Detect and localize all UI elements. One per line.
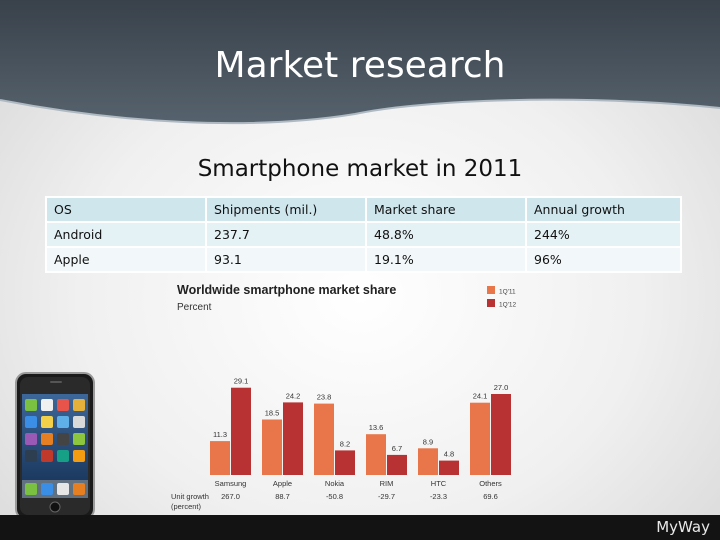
brand-logo: MyWay xyxy=(656,518,710,536)
chart-bar xyxy=(231,387,251,475)
unit-growth-value: 69.6 xyxy=(483,492,498,501)
table-cell: Apple xyxy=(45,246,207,273)
unit-growth-value: -50.8 xyxy=(326,492,343,501)
table-row: Apple 93.1 19.1% 96% xyxy=(45,246,682,273)
chart-bar xyxy=(418,448,438,475)
smartphone-icon xyxy=(15,372,95,520)
category-label: Samsung xyxy=(215,479,247,488)
category-label: HTC xyxy=(431,479,447,488)
chart-bar xyxy=(262,419,282,475)
unit-growth-value: 267.0 xyxy=(221,492,240,501)
data-label: 6.7 xyxy=(392,444,402,453)
chart-svg: Worldwide smartphone market share Percent… xyxy=(171,283,517,511)
data-label: 18.5 xyxy=(265,409,280,418)
chart-bar xyxy=(210,441,230,475)
market-table: OS Shipments (mil.) Market share Annual … xyxy=(45,196,682,273)
data-label: 27.0 xyxy=(494,383,509,392)
category-label: Nokia xyxy=(325,479,345,488)
slide-subtitle: Smartphone market in 2011 xyxy=(197,156,523,182)
chart-bar xyxy=(314,403,334,475)
unit-growth-value: -29.7 xyxy=(378,492,395,501)
table-cell: 19.1% xyxy=(365,246,527,273)
chart-bar xyxy=(491,394,511,475)
unit-growth-label: Unit growth xyxy=(171,492,209,501)
chart-bar xyxy=(335,450,355,475)
table-cell: 244% xyxy=(525,221,682,248)
table-row: Android 237.7 48.8% 244% xyxy=(45,221,682,248)
chart-bar xyxy=(439,460,459,475)
slide-title: Market research xyxy=(214,45,506,86)
data-label: 8.9 xyxy=(423,437,433,446)
table-header-cell: OS xyxy=(45,196,207,223)
chart-subtitle: Percent xyxy=(177,302,212,313)
chart-bar xyxy=(366,434,386,475)
unit-growth-sublabel: (percent) xyxy=(171,502,202,511)
table-cell: 48.8% xyxy=(365,221,527,248)
data-label: 4.8 xyxy=(444,450,454,459)
table-header-cell: Annual growth xyxy=(525,196,682,223)
legend-swatch xyxy=(487,286,495,294)
data-label: 24.1 xyxy=(473,392,488,401)
table-header-row: OS Shipments (mil.) Market share Annual … xyxy=(45,196,682,223)
data-label: 13.6 xyxy=(369,423,384,432)
legend-label: 1Q'11 xyxy=(499,289,516,296)
market-share-chart: Worldwide smartphone market share Percent… xyxy=(165,276,540,516)
data-label: 8.2 xyxy=(340,439,350,448)
data-label: 23.8 xyxy=(317,393,332,402)
category-label: Others xyxy=(479,479,502,488)
header-band xyxy=(0,0,720,125)
table-header-cell: Shipments (mil.) xyxy=(205,196,367,223)
unit-growth-value: 88.7 xyxy=(275,492,290,501)
category-label: RIM xyxy=(380,479,394,488)
data-label: 24.2 xyxy=(286,391,301,400)
table-cell: 96% xyxy=(525,246,682,273)
footer-bar: MyWay xyxy=(0,515,720,540)
unit-growth-value: -23.3 xyxy=(430,492,447,501)
category-label: Apple xyxy=(273,479,292,488)
table-cell: Android xyxy=(45,221,207,248)
data-label: 11.3 xyxy=(213,430,227,439)
legend-label: 1Q'12 xyxy=(499,302,517,309)
chart-bar xyxy=(387,454,407,475)
chart-bar xyxy=(470,402,490,475)
data-label: 29.1 xyxy=(234,377,249,386)
chart-title: Worldwide smartphone market share xyxy=(177,283,396,297)
chart-bar xyxy=(283,402,303,475)
table-cell: 237.7 xyxy=(205,221,367,248)
table-header-cell: Market share xyxy=(365,196,527,223)
legend-swatch xyxy=(487,299,495,307)
table-cell: 93.1 xyxy=(205,246,367,273)
